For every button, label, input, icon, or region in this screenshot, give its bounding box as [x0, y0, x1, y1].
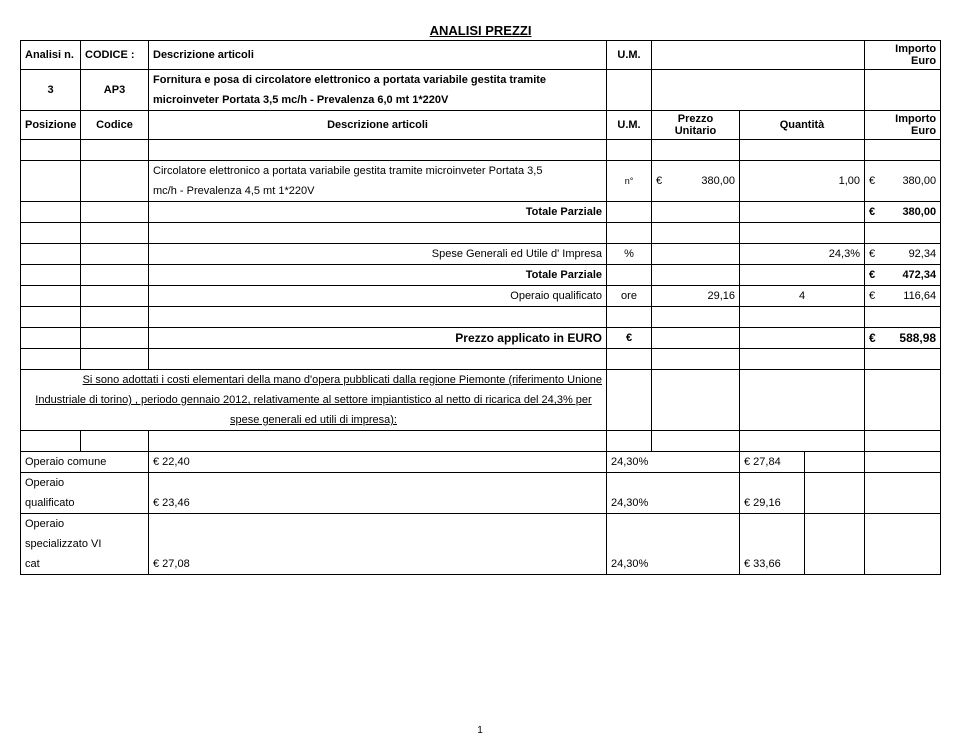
spese-um: %: [607, 244, 652, 265]
page: ANALISI PREZZI Analisi n. CODICE : Descr…: [20, 20, 940, 736]
note-row-3: spese generali ed utili di impresa):: [21, 410, 941, 431]
note-row-1: Si sono adottati i costi elementari dell…: [21, 370, 941, 391]
circ-qta: 1,00: [740, 161, 865, 202]
h2-qta: Quantità: [740, 111, 865, 140]
tot1-val: 380,00: [902, 206, 936, 218]
spese-row: Spese Generali ed Utile d' Impresa % 24,…: [21, 244, 941, 265]
item-descr1: Fornitura e posa di circolatore elettron…: [149, 70, 607, 91]
wage-spec-row3: cat € 27,08 24,30% € 33,66: [21, 554, 941, 575]
spese-eur: €: [869, 248, 875, 260]
note3: spese generali ed utili di impresa):: [25, 414, 602, 426]
wage-qual-row1: Operaio: [21, 473, 941, 494]
wc-v2: € 27,84: [740, 452, 805, 473]
wc-v1: € 22,40: [149, 452, 607, 473]
final-lbl: Prezzo applicato in EURO: [149, 328, 607, 349]
ws-lbl3: cat: [21, 554, 149, 575]
circ-imp: 380,00: [902, 175, 936, 187]
oper-prezzo: 29,16: [652, 286, 740, 307]
oper-um: ore: [607, 286, 652, 307]
ws-pct: 24,30%: [607, 554, 740, 575]
empty-row-5: [21, 431, 941, 452]
final-eur-um: €: [607, 328, 652, 349]
tot2-val: 472,34: [902, 269, 936, 281]
oper-lbl: Operaio qualificato: [149, 286, 607, 307]
item-blank: [652, 70, 865, 111]
note-row-2: Industriale di torino) , periodo gennaio…: [21, 390, 941, 410]
h2-prezzo: Prezzo Unitario: [652, 111, 740, 140]
page-number: 1: [20, 725, 940, 736]
h2-codice: Codice: [81, 111, 149, 140]
empty-row-1: [21, 140, 941, 161]
oper-eur: €: [869, 290, 875, 302]
oper-qta: 4: [740, 286, 865, 307]
circ-um: n°: [607, 161, 652, 202]
tot1-eur: €: [869, 206, 875, 218]
circ-eur1: €: [656, 175, 662, 187]
wage-spec-row2: specializzato VI: [21, 534, 941, 554]
header-row-1: Analisi n. CODICE : Descrizione articoli…: [21, 41, 941, 70]
ws-lbl2: specializzato VI: [21, 534, 149, 554]
empty-row-3: [21, 307, 941, 328]
wage-spec-row1: Operaio: [21, 514, 941, 535]
wage-qual-row2: qualificato € 23,46 24,30% € 29,16: [21, 493, 941, 514]
page-title: ANALISI PREZZI: [21, 20, 941, 41]
h2-um: U.M.: [607, 111, 652, 140]
note2: Industriale di torino) , periodo gennaio…: [25, 394, 602, 406]
tot2-row: Totale Parziale €472,34: [21, 265, 941, 286]
wc-lbl: Operaio comune: [21, 452, 149, 473]
circ-descr1: Circolatore elettronico a portata variab…: [149, 161, 607, 182]
price-table: ANALISI PREZZI Analisi n. CODICE : Descr…: [20, 20, 941, 575]
tot2-eur: €: [869, 269, 875, 281]
ws-v1: € 27,08: [149, 554, 607, 575]
item-descr2: microinveter Portata 3,5 mc/h - Prevalen…: [149, 90, 607, 111]
circ-descr2: mc/h - Prevalenza 4,5 mt 1*220V: [149, 181, 607, 202]
empty-row-4: [21, 349, 941, 370]
wc-pct: 24,30%: [607, 452, 740, 473]
h2-descr: Descrizione articoli: [149, 111, 607, 140]
wq-pct: 24,30%: [607, 493, 740, 514]
wq-v1: € 23,46: [149, 493, 607, 514]
circ-eur2: €: [869, 175, 875, 187]
ws-lbl1: Operaio: [21, 514, 149, 535]
h1-importo: Importo Euro: [865, 41, 941, 70]
h1-analisi: Analisi n.: [21, 41, 81, 70]
h1-codice: CODICE :: [81, 41, 149, 70]
tot1-lbl: Totale Parziale: [149, 202, 607, 223]
final-val: 588,98: [899, 331, 936, 345]
oper-row: Operaio qualificato ore 29,16 4 €116,64: [21, 286, 941, 307]
tot1-row: Totale Parziale €380,00: [21, 202, 941, 223]
item-um: [607, 70, 652, 111]
spese-pct: 24,3%: [740, 244, 865, 265]
spese-val: 92,34: [909, 248, 937, 260]
h1-descr: Descrizione articoli: [149, 41, 607, 70]
wage-comune-row: Operaio comune € 22,40 24,30% € 27,84: [21, 452, 941, 473]
tot2-lbl: Totale Parziale: [149, 265, 607, 286]
wq-lbl2: qualificato: [21, 493, 149, 514]
circ-row-1: Circolatore elettronico a portata variab…: [21, 161, 941, 182]
wq-v2: € 29,16: [740, 493, 805, 514]
oper-val: 116,64: [903, 290, 936, 302]
circ-prezzo: 380,00: [701, 175, 735, 187]
h1-um: U.M.: [607, 41, 652, 70]
item-importo: [865, 70, 941, 111]
ws-v2: € 33,66: [740, 554, 805, 575]
h2-posizione: Posizione: [21, 111, 81, 140]
h1-blank: [652, 41, 865, 70]
h2-importo: Importo Euro: [865, 111, 941, 140]
header-row-2: Posizione Codice Descrizione articoli U.…: [21, 111, 941, 140]
empty-row-2: [21, 223, 941, 244]
final-row: Prezzo applicato in EURO € €588,98: [21, 328, 941, 349]
item-code: AP3: [81, 70, 149, 111]
item-row-1: 3 AP3 Fornitura e posa di circolatore el…: [21, 70, 941, 91]
wq-lbl1: Operaio: [21, 473, 149, 494]
final-eur: €: [869, 331, 876, 345]
item-num: 3: [21, 70, 81, 111]
spese-lbl: Spese Generali ed Utile d' Impresa: [149, 244, 607, 265]
note1: Si sono adottati i costi elementari dell…: [25, 374, 602, 386]
